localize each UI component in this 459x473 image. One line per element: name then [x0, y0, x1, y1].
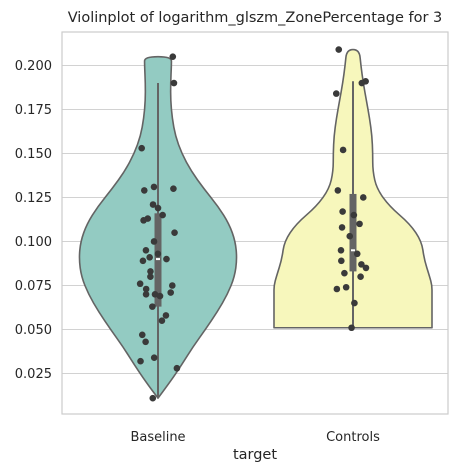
- data-point-controls: [350, 211, 358, 219]
- data-point-baseline: [142, 285, 150, 293]
- data-point-baseline: [156, 292, 164, 300]
- data-point-baseline: [170, 79, 178, 87]
- data-point-baseline: [162, 312, 170, 319]
- data-point-baseline: [150, 183, 158, 191]
- data-point-baseline: [142, 246, 150, 254]
- data-point-controls: [359, 194, 367, 201]
- median-marker-baseline: [156, 258, 160, 261]
- data-point-baseline: [154, 204, 162, 212]
- data-point-controls: [339, 146, 347, 154]
- y-tick-label: 0.075: [15, 279, 52, 294]
- data-point-controls: [362, 264, 370, 272]
- data-point-controls: [348, 324, 355, 332]
- data-point-baseline: [140, 187, 148, 194]
- data-point-baseline: [171, 229, 178, 236]
- data-point-baseline: [142, 290, 150, 298]
- data-point-baseline: [136, 280, 144, 288]
- y-tick-labels: 0.025 0.050 0.075 0.100 0.125 0.150 0.175 0.200: [15, 59, 52, 382]
- data-point-baseline: [147, 268, 154, 275]
- data-point-controls: [338, 224, 346, 231]
- x-tick-label: Controls: [326, 430, 380, 445]
- data-point-baseline: [158, 317, 166, 325]
- data-point-baseline: [149, 394, 157, 402]
- inner-boxes: [154, 81, 357, 399]
- y-tick-label: 0.050: [15, 323, 52, 338]
- median-marker-controls: [351, 249, 355, 252]
- data-point-controls: [358, 79, 366, 87]
- data-point-controls: [341, 269, 348, 277]
- data-point-baseline: [170, 185, 177, 192]
- iqr-box-controls: [349, 193, 357, 272]
- data-point-baseline: [149, 303, 156, 310]
- data-point-controls: [338, 257, 345, 265]
- x-tick-label: Baseline: [130, 430, 185, 445]
- y-tick-label: 0.175: [15, 103, 52, 118]
- data-point-baseline: [163, 255, 170, 263]
- data-point-controls: [346, 232, 354, 240]
- data-point-baseline: [169, 53, 177, 60]
- y-tick-label: 0.200: [15, 59, 52, 74]
- y-tick-label: 0.125: [15, 191, 52, 206]
- chart-title: Violinplot of logarithm_glszm_ZonePercen…: [68, 10, 443, 26]
- y-tick-label: 0.100: [15, 235, 52, 250]
- data-point-baseline: [138, 331, 146, 339]
- data-point-baseline: [150, 354, 158, 361]
- data-point-controls: [357, 273, 364, 280]
- x-tick-labels: Baseline Controls: [130, 430, 380, 445]
- data-point-controls: [358, 261, 365, 268]
- y-tick-label: 0.025: [15, 367, 52, 382]
- data-point-controls: [334, 187, 342, 194]
- data-point-controls: [337, 246, 345, 254]
- data-point-baseline: [137, 357, 144, 365]
- x-axis-label: target: [233, 447, 277, 463]
- data-point-baseline: [146, 254, 153, 261]
- data-point-controls: [351, 299, 358, 307]
- data-point-controls: [333, 285, 341, 293]
- data-point-baseline: [150, 238, 158, 245]
- data-point-baseline: [173, 364, 181, 372]
- data-points: [136, 46, 370, 402]
- data-point-baseline: [151, 290, 159, 298]
- data-point-baseline: [139, 257, 147, 265]
- data-point-baseline: [149, 201, 157, 208]
- y-tick-label: 0.150: [15, 147, 52, 162]
- data-point-controls: [342, 283, 350, 291]
- data-point-baseline: [154, 250, 162, 258]
- data-point-controls: [339, 208, 346, 215]
- data-point-baseline: [138, 144, 145, 152]
- data-point-baseline: [159, 211, 166, 219]
- data-point-baseline: [169, 282, 176, 289]
- data-point-controls: [353, 250, 361, 258]
- data-point-baseline: [142, 338, 149, 346]
- data-point-controls: [332, 90, 340, 97]
- data-point-controls: [335, 46, 343, 53]
- data-point-controls: [356, 220, 363, 228]
- data-point-baseline: [167, 289, 174, 296]
- data-point-baseline: [147, 273, 154, 280]
- data-point-baseline: [140, 217, 147, 224]
- plot-frame: [61, 31, 449, 415]
